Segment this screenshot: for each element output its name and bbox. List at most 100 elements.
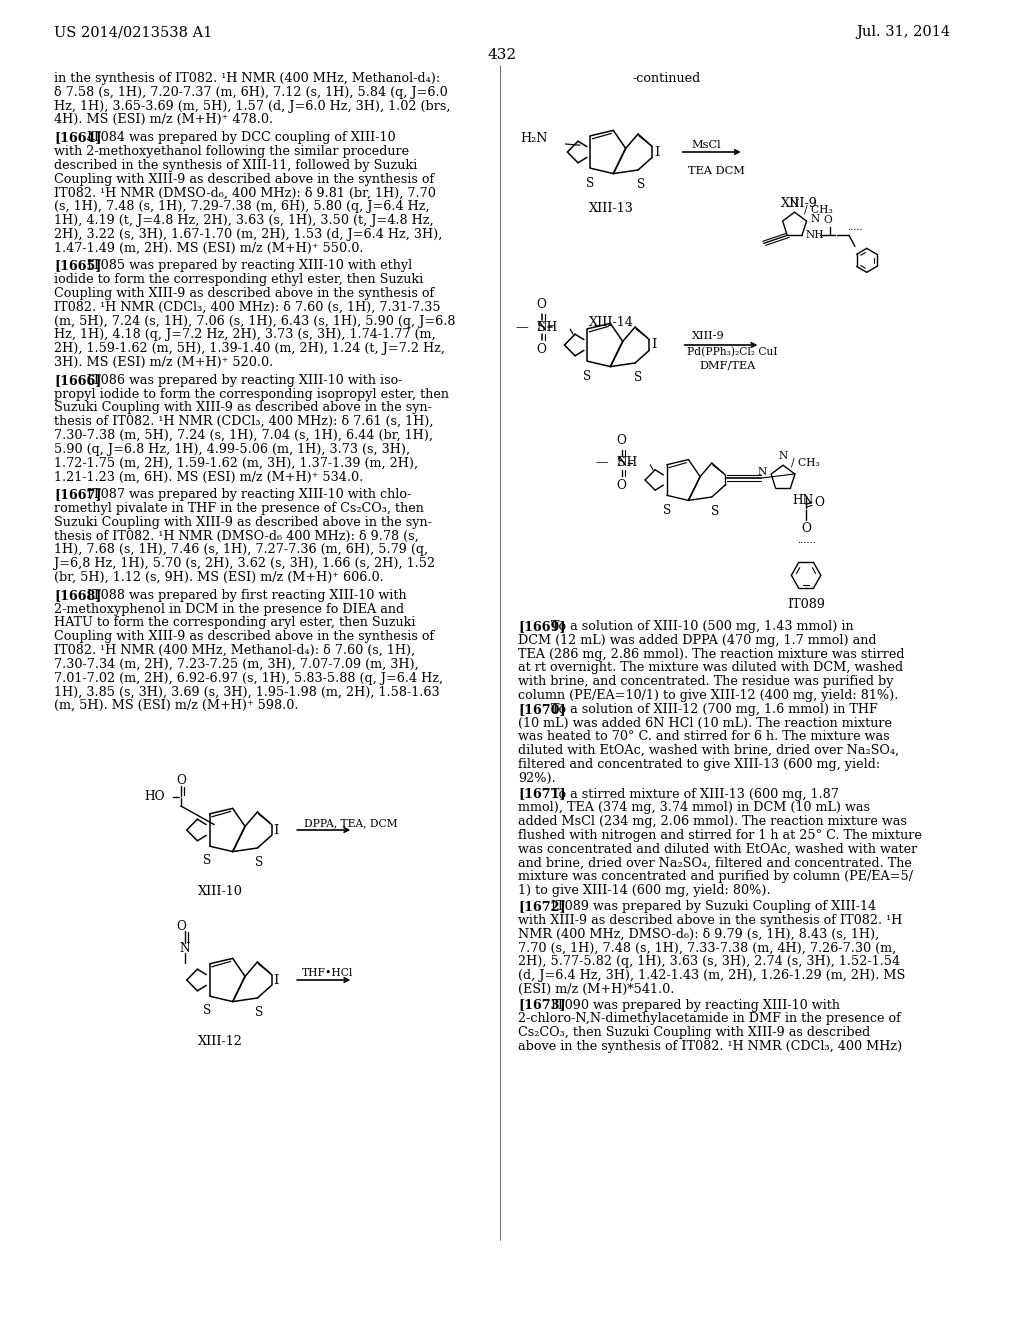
Text: —: — <box>595 457 608 470</box>
Text: 1) to give XIII-14 (600 mg, yield: 80%).: 1) to give XIII-14 (600 mg, yield: 80%). <box>518 884 771 898</box>
Text: 2-methoxyphenol in DCM in the presence fo DIEA and: 2-methoxyphenol in DCM in the presence f… <box>54 603 404 615</box>
Text: IT084 was prepared by DCC coupling of XIII-10: IT084 was prepared by DCC coupling of XI… <box>87 131 396 144</box>
Text: IT082. ¹H NMR (CDCl₃, 400 MHz): δ 7.60 (s, 1H), 7.31-7.35: IT082. ¹H NMR (CDCl₃, 400 MHz): δ 7.60 (… <box>54 301 440 314</box>
Text: Jul. 31, 2014: Jul. 31, 2014 <box>856 25 950 40</box>
Text: HN: HN <box>793 494 814 507</box>
Text: 2H), 1.59-1.62 (m, 5H), 1.39-1.40 (m, 2H), 1.24 (t, J=7.2 Hz,: 2H), 1.59-1.62 (m, 5H), 1.39-1.40 (m, 2H… <box>54 342 445 355</box>
Text: S: S <box>255 1006 263 1019</box>
Text: 1H), 7.68 (s, 1H), 7.46 (s, 1H), 7.27-7.36 (m, 6H), 5.79 (q,: 1H), 7.68 (s, 1H), 7.46 (s, 1H), 7.27-7.… <box>54 544 428 557</box>
Text: O: O <box>814 496 823 508</box>
Text: / CH₃: / CH₃ <box>805 205 834 214</box>
Text: described in the synthesis of XIII-11, followed by Suzuki: described in the synthesis of XIII-11, f… <box>54 158 417 172</box>
Text: 4H). MS (ESI) m/z (M+H)⁺ 478.0.: 4H). MS (ESI) m/z (M+H)⁺ 478.0. <box>54 114 273 127</box>
Text: with brine, and concentrated. The residue was purified by: with brine, and concentrated. The residu… <box>518 676 894 688</box>
Text: (d, J=6.4 Hz, 3H), 1.42-1.43 (m, 2H), 1.26-1.29 (m, 2H). MS: (d, J=6.4 Hz, 3H), 1.42-1.43 (m, 2H), 1.… <box>518 969 905 982</box>
Text: XIII-13: XIII-13 <box>589 202 634 215</box>
Text: [1666]: [1666] <box>54 374 101 387</box>
Text: 1H), 4.19 (t, J=4.8 Hz, 2H), 3.63 (s, 1H), 3.50 (t, J=4.8 Hz,: 1H), 4.19 (t, J=4.8 Hz, 2H), 3.63 (s, 1H… <box>54 214 433 227</box>
Text: 2H), 3.22 (s, 3H), 1.67-1.70 (m, 2H), 1.53 (d, J=6.4 Hz, 3H),: 2H), 3.22 (s, 3H), 1.67-1.70 (m, 2H), 1.… <box>54 228 442 240</box>
Text: IT089: IT089 <box>787 598 825 611</box>
Text: [1667]: [1667] <box>54 488 101 502</box>
Text: NH: NH <box>806 231 824 240</box>
Text: (s, 1H), 7.48 (s, 1H), 7.29-7.38 (m, 6H), 5.80 (q, J=6.4 Hz,: (s, 1H), 7.48 (s, 1H), 7.29-7.38 (m, 6H)… <box>54 201 430 214</box>
Text: flushed with nitrogen and stirred for 1 h at 25° C. The mixture: flushed with nitrogen and stirred for 1 … <box>518 829 922 842</box>
Text: H₂N: H₂N <box>520 132 548 144</box>
Text: IT090 was prepared by reacting XIII-10 with: IT090 was prepared by reacting XIII-10 w… <box>551 999 841 1011</box>
Text: added MsCl (234 mg, 2.06 mmol). The reaction mixture was: added MsCl (234 mg, 2.06 mmol). The reac… <box>518 816 907 828</box>
Text: 1.21-1.23 (m, 6H). MS (ESI) m/z (M+H)⁺ 534.0.: 1.21-1.23 (m, 6H). MS (ESI) m/z (M+H)⁺ 5… <box>54 470 364 483</box>
Text: S: S <box>711 504 719 517</box>
Text: To a stirred mixture of XIII-13 (600 mg, 1.87: To a stirred mixture of XIII-13 (600 mg,… <box>551 788 840 801</box>
Text: propyl iodide to form the corresponding isopropyl ester, then: propyl iodide to form the corresponding … <box>54 388 449 400</box>
Text: mmol), TEA (374 mg, 3.74 mmol) in DCM (10 mL) was: mmol), TEA (374 mg, 3.74 mmol) in DCM (1… <box>518 801 870 814</box>
Text: O: O <box>616 479 627 492</box>
Text: / CH₃: / CH₃ <box>791 457 819 467</box>
Text: HATU to form the corresponding aryl ester, then Suzuki: HATU to form the corresponding aryl este… <box>54 616 416 630</box>
Text: ......: ...... <box>797 536 815 545</box>
Text: 2-chloro-N,N-dimethylacetamide in DMF in the presence of: 2-chloro-N,N-dimethylacetamide in DMF in… <box>518 1012 901 1026</box>
Text: NH: NH <box>616 457 638 470</box>
Text: N: N <box>790 199 799 209</box>
Text: XIII-9: XIII-9 <box>781 197 818 210</box>
Text: S: S <box>203 854 211 867</box>
Text: XIII-9: XIII-9 <box>691 331 724 341</box>
Text: O: O <box>537 298 547 312</box>
Text: 7.30-7.34 (m, 2H), 7.23-7.25 (m, 3H), 7.07-7.09 (m, 3H),: 7.30-7.34 (m, 2H), 7.23-7.25 (m, 3H), 7.… <box>54 657 419 671</box>
Text: 92%).: 92%). <box>518 772 556 785</box>
Text: S: S <box>637 178 646 191</box>
Text: HO: HO <box>144 791 165 804</box>
Text: 5.90 (q, J=6.8 Hz, 1H), 4.99-5.06 (m, 1H), 3.73 (s, 3H),: 5.90 (q, J=6.8 Hz, 1H), 4.99-5.06 (m, 1H… <box>54 442 410 455</box>
Text: was heated to 70° C. and stirred for 6 h. The mixture was: was heated to 70° C. and stirred for 6 h… <box>518 730 890 743</box>
Text: 7.01-7.02 (m, 2H), 6.92-6.97 (s, 1H), 5.83-5.88 (q, J=6.4 Hz,: 7.01-7.02 (m, 2H), 6.92-6.97 (s, 1H), 5.… <box>54 672 443 685</box>
Text: Hz, 1H), 4.18 (q, J=7.2 Hz, 2H), 3.73 (s, 3H), 1.74-1.77 (m,: Hz, 1H), 4.18 (q, J=7.2 Hz, 2H), 3.73 (s… <box>54 329 435 342</box>
Text: [1664]: [1664] <box>54 131 101 144</box>
Text: S: S <box>584 370 592 383</box>
Text: above in the synthesis of IT082. ¹H NMR (CDCl₃, 400 MHz): above in the synthesis of IT082. ¹H NMR … <box>518 1040 902 1053</box>
Text: NMR (400 MHz, DMSO-d₆): δ 9.79 (s, 1H), 8.43 (s, 1H),: NMR (400 MHz, DMSO-d₆): δ 9.79 (s, 1H), … <box>518 928 880 941</box>
Text: TEA (286 mg, 2.86 mmol). The reaction mixture was stirred: TEA (286 mg, 2.86 mmol). The reaction mi… <box>518 648 904 660</box>
Text: was concentrated and diluted with EtOAc, washed with water: was concentrated and diluted with EtOAc,… <box>518 842 918 855</box>
Text: [1665]: [1665] <box>54 260 101 272</box>
Text: XIII-10: XIII-10 <box>199 884 243 898</box>
Text: (10 mL) was added 6N HCl (10 mL). The reaction mixture: (10 mL) was added 6N HCl (10 mL). The re… <box>518 717 892 730</box>
Text: IT082. ¹H NMR (DMSO-d₆, 400 MHz): δ 9.81 (br, 1H), 7.70: IT082. ¹H NMR (DMSO-d₆, 400 MHz): δ 9.81… <box>54 186 436 199</box>
Text: Hz, 1H), 3.65-3.69 (m, 5H), 1.57 (d, J=6.0 Hz, 3H), 1.02 (brs,: Hz, 1H), 3.65-3.69 (m, 5H), 1.57 (d, J=6… <box>54 99 451 112</box>
Text: 1H), 3.85 (s, 3H), 3.69 (s, 3H), 1.95-1.98 (m, 2H), 1.58-1.63: 1H), 3.85 (s, 3H), 3.69 (s, 3H), 1.95-1.… <box>54 685 439 698</box>
Text: S: S <box>538 321 546 334</box>
Text: DMF/TEA: DMF/TEA <box>699 360 756 371</box>
Text: TEA DCM: TEA DCM <box>688 166 744 176</box>
Text: with 2-methoxyethanol following the similar procedure: with 2-methoxyethanol following the simi… <box>54 145 409 158</box>
Text: column (PE/EA=10/1) to give XIII-12 (400 mg, yield: 81%).: column (PE/EA=10/1) to give XIII-12 (400… <box>518 689 898 702</box>
Text: 3H). MS (ESI) m/z (M+H)⁺ 520.0.: 3H). MS (ESI) m/z (M+H)⁺ 520.0. <box>54 356 273 370</box>
Text: in the synthesis of IT082. ¹H NMR (400 MHz, Methanol-d₄):: in the synthesis of IT082. ¹H NMR (400 M… <box>54 73 440 84</box>
Text: 7.30-7.38 (m, 5H), 7.24 (s, 1H), 7.04 (s, 1H), 6.44 (br, 1H),: 7.30-7.38 (m, 5H), 7.24 (s, 1H), 7.04 (s… <box>54 429 433 442</box>
Text: N: N <box>179 942 190 956</box>
Text: J=6,8 Hz, 1H), 5.70 (s, 2H), 3.62 (s, 3H), 1.66 (s, 2H), 1.52: J=6,8 Hz, 1H), 5.70 (s, 2H), 3.62 (s, 3H… <box>54 557 435 570</box>
Text: Pd(PPh₃)₂Cl₂ CuI: Pd(PPh₃)₂Cl₂ CuI <box>687 347 777 358</box>
Text: I: I <box>273 824 279 837</box>
Text: Cs₂CO₃, then Suzuki Coupling with XIII-9 as described: Cs₂CO₃, then Suzuki Coupling with XIII-9… <box>518 1026 870 1039</box>
Text: (br, 5H), 1.12 (s, 9H). MS (ESI) m/z (M+H)⁺ 606.0.: (br, 5H), 1.12 (s, 9H). MS (ESI) m/z (M+… <box>54 572 384 583</box>
Text: O: O <box>176 920 185 933</box>
Text: N: N <box>758 467 767 477</box>
Text: IT086 was prepared by reacting XIII-10 with iso-: IT086 was prepared by reacting XIII-10 w… <box>87 374 402 387</box>
Text: mixture was concentrated and purified by column (PE/EA=5/: mixture was concentrated and purified by… <box>518 870 913 883</box>
Text: and brine, dried over Na₂SO₄, filtered and concentrated. The: and brine, dried over Na₂SO₄, filtered a… <box>518 857 911 870</box>
Text: XIII-12: XIII-12 <box>199 1035 243 1048</box>
Text: iodide to form the corresponding ethyl ester, then Suzuki: iodide to form the corresponding ethyl e… <box>54 273 423 286</box>
Text: -continued: -continued <box>633 73 701 84</box>
Text: O: O <box>537 343 547 356</box>
Text: [1671]: [1671] <box>518 788 565 801</box>
Text: 1.47-1.49 (m, 2H). MS (ESI) m/z (M+H)⁺ 550.0.: 1.47-1.49 (m, 2H). MS (ESI) m/z (M+H)⁺ 5… <box>54 242 364 255</box>
Text: romethyl pivalate in THF in the presence of Cs₂CO₃, then: romethyl pivalate in THF in the presence… <box>54 502 424 515</box>
Text: Coupling with XIII-9 as described above in the synthesis of: Coupling with XIII-9 as described above … <box>54 286 434 300</box>
Text: S: S <box>586 177 595 190</box>
Text: IT088 was prepared by first reacting XIII-10 with: IT088 was prepared by first reacting XII… <box>87 589 407 602</box>
Text: O: O <box>176 774 185 787</box>
Text: MsCl: MsCl <box>691 140 721 150</box>
Text: IT087 was prepared by reacting XIII-10 with chlo-: IT087 was prepared by reacting XIII-10 w… <box>87 488 412 502</box>
Text: (m, 5H), 7.24 (s, 1H), 7.06 (s, 1H), 6.43 (s, 1H), 5.90 (q, J=6.8: (m, 5H), 7.24 (s, 1H), 7.06 (s, 1H), 6.4… <box>54 314 456 327</box>
Text: I: I <box>273 974 279 986</box>
Text: Suzuki Coupling with XIII-9 as described above in the syn-: Suzuki Coupling with XIII-9 as described… <box>54 516 432 529</box>
Text: I: I <box>654 145 659 158</box>
